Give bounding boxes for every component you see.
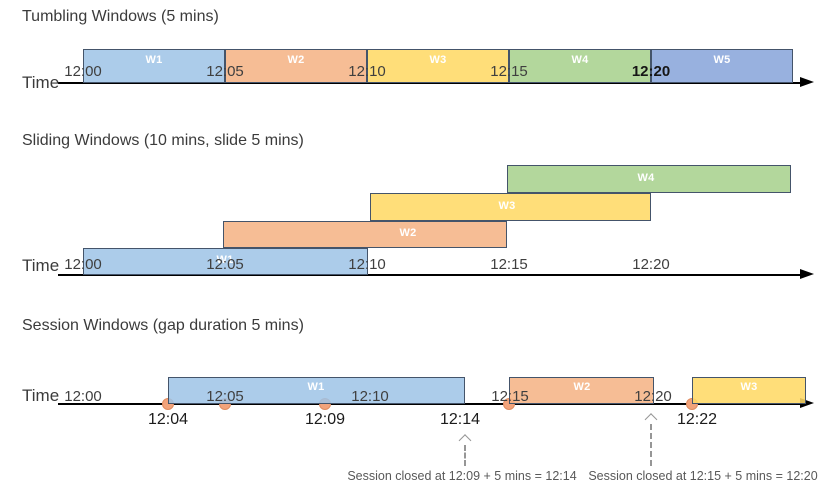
time-axis-label: Time — [22, 73, 60, 92]
tick-label: 12:05 — [206, 63, 244, 80]
event-time-label: 12:14 — [439, 411, 481, 428]
window-bar-w4 — [509, 49, 651, 83]
window-label: W2 — [573, 381, 591, 393]
event-time-label: 12:04 — [147, 411, 189, 428]
window-bar-w4 — [507, 165, 791, 193]
window-bar-w2 — [509, 377, 654, 404]
time-axis-label: Time — [22, 386, 60, 405]
timeline-arrow-icon — [800, 269, 814, 279]
tick-label: 12:15 — [491, 388, 529, 405]
window-label: W3 — [498, 200, 516, 212]
event-time-label: 12:22 — [676, 411, 718, 428]
tick-label: 12:10 — [348, 256, 386, 273]
section-title: Tumbling Windows (5 mins) — [22, 8, 219, 25]
window-label: W1 — [307, 381, 325, 393]
tick-label: 12:20 — [631, 63, 671, 80]
timeline-arrow-icon — [800, 77, 814, 87]
tick-label: 12:20 — [632, 256, 670, 273]
window-bar-w5 — [651, 49, 793, 83]
window-label: W4 — [637, 172, 655, 184]
window-label: W3 — [740, 381, 758, 393]
timeline-axis — [58, 82, 800, 84]
timeline-axis — [58, 274, 800, 276]
window-bar-w2 — [225, 49, 367, 83]
tick-label: 12:15 — [490, 256, 528, 273]
window-bar-w3 — [367, 49, 509, 83]
tick-label: 12:00 — [64, 388, 102, 405]
tick-label: 12:00 — [64, 63, 102, 80]
window-bar-w3 — [692, 377, 806, 404]
window-label: W1 — [145, 54, 163, 66]
window-label: W4 — [571, 54, 589, 66]
window-bar-w1 — [168, 377, 465, 404]
window-label: W5 — [713, 54, 731, 66]
window-label: W2 — [287, 54, 305, 66]
window-bar-w1 — [83, 49, 225, 83]
dashed-line — [650, 424, 652, 466]
time-axis-label: Time — [22, 256, 60, 275]
tick-label: 12:10 — [348, 63, 386, 80]
tick-label: 12:05 — [206, 256, 244, 273]
window-label: W2 — [399, 227, 417, 239]
tick-label: 12:15 — [490, 63, 528, 80]
timeline-arrow-icon — [800, 398, 814, 408]
tick-label: 12:20 — [634, 388, 672, 405]
event-time-label: 12:09 — [304, 411, 346, 428]
section-title: Sliding Windows (10 mins, slide 5 mins) — [22, 132, 304, 149]
window-label: W3 — [429, 54, 447, 66]
dashed-line — [464, 445, 466, 466]
window-bar-w3 — [370, 193, 651, 221]
section-title: Session Windows (gap duration 5 mins) — [22, 317, 304, 334]
annotation-text: Session closed at 12:09 + 5 mins = 12:14 — [347, 469, 577, 483]
tick-label: 12:10 — [351, 388, 389, 405]
tick-label: 12:00 — [64, 256, 102, 273]
window-bar-w2 — [223, 221, 507, 248]
timeline-axis — [58, 403, 800, 405]
window-label: W1 — [216, 254, 234, 266]
annotation-text: Session closed at 12:15 + 5 mins = 12:20 — [588, 469, 818, 483]
tick-label: 12:05 — [206, 388, 244, 405]
window-bar-w1 — [83, 248, 368, 275]
